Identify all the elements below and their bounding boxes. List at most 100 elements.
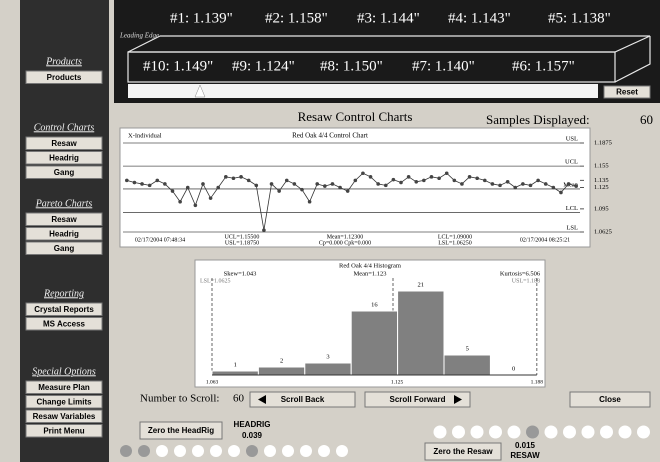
sidebar-button-label: Resaw Variables <box>33 412 96 421</box>
arrow-right <box>454 395 462 404</box>
sidebar-button[interactable] <box>25 70 103 84</box>
sample-point <box>132 180 137 185</box>
headrig-indicator <box>264 445 276 457</box>
sample-point <box>399 180 403 185</box>
sidebar-button-label: Gang <box>54 168 75 177</box>
sample-point <box>307 199 312 204</box>
chart-footer: USL=1.18750 <box>225 240 259 246</box>
sample-point <box>422 178 426 183</box>
sidebar-button[interactable] <box>25 151 103 165</box>
zero-headrig[interactable] <box>139 421 223 440</box>
headrig-label: HEADRIG <box>234 420 271 429</box>
bar-label: 0 <box>512 365 515 372</box>
histogram-bar <box>304 362 352 376</box>
sidebar-button[interactable] <box>25 409 103 423</box>
sidebar-button[interactable] <box>25 212 103 226</box>
sample-point <box>284 178 289 183</box>
sidebar-button[interactable] <box>25 241 103 255</box>
sidebar-button[interactable] <box>25 136 103 150</box>
reading: #9: 1.124" <box>232 58 295 74</box>
leading-edge: Leading Edge <box>119 32 159 40</box>
y-tick-label: 1.0625 <box>594 228 612 235</box>
x-tick-label: 1.063 <box>206 379 219 385</box>
limit-label: LSL <box>566 224 578 231</box>
sample-point <box>498 183 502 188</box>
limit-label: USL <box>566 135 578 142</box>
sample-point <box>574 184 578 188</box>
headrig-indicator <box>210 445 222 457</box>
sample-point <box>315 182 320 186</box>
sample-point <box>277 189 281 193</box>
bar-label: 2 <box>280 357 283 364</box>
sample-point <box>231 176 236 181</box>
histogram-bar <box>350 310 399 376</box>
sample-point <box>467 175 472 179</box>
scroll-back[interactable] <box>249 391 356 408</box>
sample-point <box>292 182 297 186</box>
histogram-title: Red Oak 4/4 Histogram <box>339 262 401 269</box>
resaw-indicator <box>470 425 484 439</box>
chart-footer: UCL=1.15500 <box>225 234 260 240</box>
sample-point <box>262 228 266 233</box>
histogram-stat: Kurtosis=6.506 <box>500 270 541 277</box>
sample-point <box>521 182 525 186</box>
sidebar-button[interactable] <box>25 165 103 179</box>
resaw-label: RESAW <box>510 451 540 460</box>
resaw-indicator <box>563 425 576 439</box>
y-tick-label: 1.1875 <box>594 139 612 146</box>
sample-point <box>391 177 396 182</box>
sidebar-button[interactable] <box>25 317 103 331</box>
chart-footer: 02/17/2004 08:25:21 <box>520 237 570 243</box>
sample-point <box>185 185 190 190</box>
sample-point <box>566 182 571 186</box>
headrig-indicator <box>192 445 204 457</box>
sample-point <box>201 182 205 186</box>
scroll-forward[interactable] <box>364 391 471 408</box>
sample-point <box>224 175 228 179</box>
sidebar-button-label: MS Access <box>43 319 86 328</box>
histogram-bar <box>443 354 491 376</box>
sample-point <box>246 178 251 183</box>
scroll-forward-label: Scroll Forward <box>389 395 445 404</box>
histogram-stat: Skew=1.043 <box>224 270 257 277</box>
sample-point <box>170 189 175 193</box>
headrig-indicator <box>246 445 258 457</box>
series-label: X-Individual <box>128 132 162 139</box>
headrig-indicator <box>138 445 150 457</box>
sample-point <box>505 180 510 184</box>
section-heading: Reporting <box>43 288 84 299</box>
sidebar-button[interactable] <box>25 380 103 394</box>
sidebar-button[interactable] <box>25 302 103 316</box>
sidebar-button[interactable] <box>25 227 103 241</box>
page-title: Resaw Control Charts <box>298 109 413 124</box>
sidebar-button-label: Headrig <box>49 153 79 162</box>
scroll-label: Number to Scroll: <box>140 393 219 405</box>
sidebar-button[interactable] <box>25 395 103 409</box>
sidebar-button-label: Resaw <box>51 215 77 224</box>
sidebar-button[interactable] <box>25 424 103 438</box>
sample-point <box>475 176 479 181</box>
sample-point <box>414 180 419 184</box>
reading: #7: 1.140" <box>412 58 475 74</box>
close-button[interactable] <box>569 391 651 408</box>
histogram-stat: Mean=1.123 <box>353 270 386 277</box>
sample-point <box>239 175 243 179</box>
sidebar-button-label: Products <box>47 73 82 82</box>
close-button-label: Close <box>599 395 621 404</box>
sample-point <box>300 187 304 192</box>
chart-footer: 02/17/2004 07:48:34 <box>135 237 185 243</box>
sample-point <box>216 185 221 190</box>
scroll-back-label: Scroll Back <box>281 395 325 404</box>
zero-resaw[interactable] <box>424 442 502 461</box>
scroll-count: 60 <box>233 393 245 405</box>
x-tick-label: 1.188 <box>531 379 544 385</box>
headrig-indicator <box>318 445 330 457</box>
sample-point <box>444 171 449 176</box>
chart-title: Red Oak 4/4 Control Chart <box>292 132 368 140</box>
histogram-bar <box>257 366 306 376</box>
sample-point <box>178 199 182 204</box>
headrig-indicator <box>228 445 240 457</box>
reset-button[interactable] <box>603 85 651 99</box>
chart-footer: Mean=1.12300 <box>327 234 364 240</box>
